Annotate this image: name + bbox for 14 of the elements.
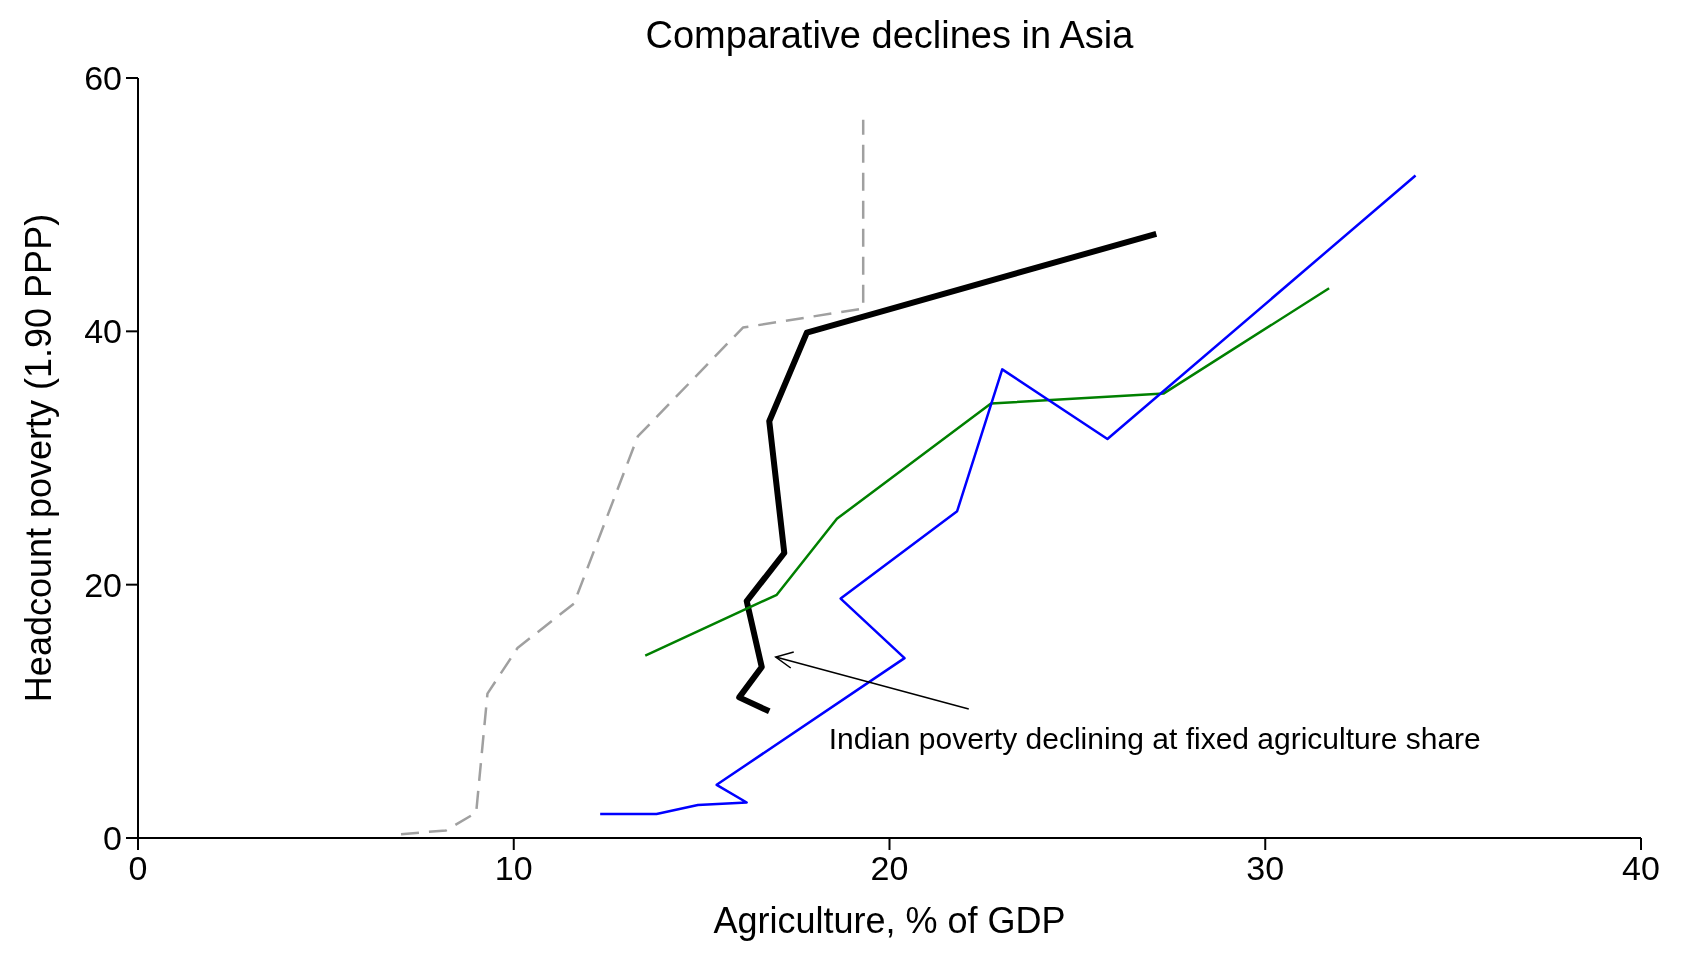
x-tick-label: 40: [1622, 849, 1660, 888]
y-tick-label: 0: [103, 819, 122, 858]
annotation: Indian poverty declining at fixed agriculture share: [828, 722, 1481, 755]
y-tick-label: 20: [84, 565, 122, 604]
x-tick-label: 0: [128, 849, 148, 888]
y-axis-title: Headcount poverty (1.90 PPP): [17, 213, 59, 703]
y-tick-label: 60: [84, 59, 122, 98]
chart-title: Comparative declines in Asia: [645, 14, 1135, 56]
x-tick-label: 10: [494, 849, 533, 888]
y-tick-label: 40: [84, 312, 122, 351]
x-tick-label: 30: [1246, 849, 1285, 888]
line-series: [644, 287, 1331, 657]
x-tick-label: 20: [870, 849, 909, 888]
x-axis-title: Agriculture, % of GDP: [713, 900, 1066, 941]
